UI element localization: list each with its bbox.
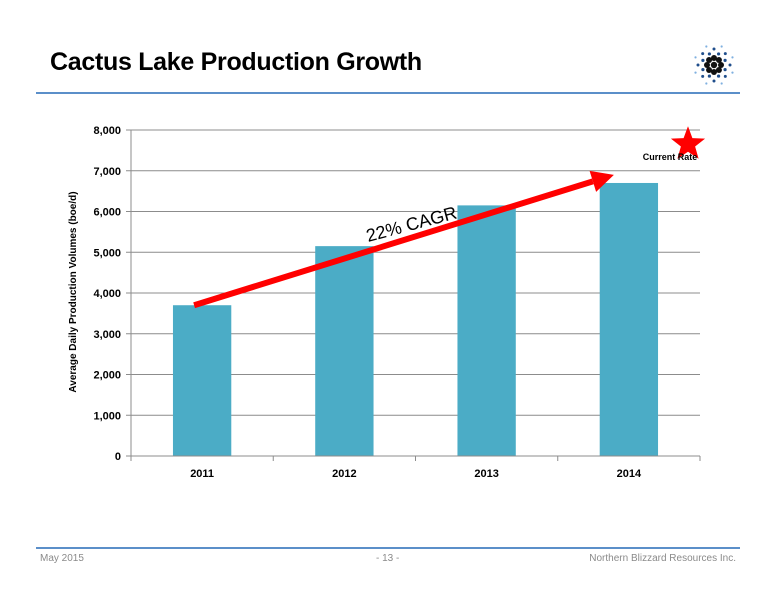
- logo-dot: [715, 66, 722, 73]
- logo-dot: [711, 69, 717, 75]
- logo-dot: [712, 47, 716, 51]
- logo-dot: [731, 56, 734, 59]
- x-tick-label: 2011: [190, 468, 214, 480]
- footer-divider: [36, 547, 740, 549]
- star-icon: [670, 126, 706, 159]
- logo-dot: [723, 67, 727, 72]
- footer-company: Northern Blizzard Resources Inc.: [589, 553, 736, 564]
- logo-dot: [731, 71, 734, 74]
- logo-dot: [720, 45, 723, 48]
- logo-dot: [716, 74, 721, 78]
- y-tick-label: 3,000: [93, 329, 121, 341]
- logo-dot: [707, 74, 712, 78]
- bar-2013: [457, 205, 516, 456]
- logo-dot: [701, 67, 705, 72]
- y-tick-label: 7,000: [93, 166, 121, 178]
- logo-dot: [707, 52, 712, 56]
- y-tick-label: 6,000: [93, 207, 121, 219]
- footer-date: May 2015: [40, 553, 84, 564]
- y-axis-label: Average Daily Production Volumes (boe/d): [68, 191, 79, 392]
- y-tick-label: 1,000: [93, 410, 121, 422]
- snowflake-logo-icon: [694, 45, 734, 85]
- x-tick-label: 2012: [332, 468, 356, 480]
- logo-dot: [705, 82, 708, 85]
- x-tick-label: 2013: [474, 468, 498, 480]
- bar-2011: [172, 305, 232, 456]
- logo-dot: [701, 58, 705, 63]
- footer-page-number: - 13 -: [376, 553, 400, 564]
- x-tick-label: 2014: [617, 468, 642, 480]
- logo-dot: [728, 63, 732, 67]
- logo-dot: [723, 74, 727, 78]
- logo-dot: [712, 79, 716, 83]
- current-rate-label: Current Rate: [643, 152, 698, 162]
- page-title: Cactus Lake Production Growth: [50, 48, 422, 76]
- logo-dot: [706, 57, 713, 64]
- logo-dot: [716, 52, 721, 56]
- bar-2014: [599, 182, 659, 456]
- logo-dot: [710, 61, 718, 69]
- y-tick-label: 2,000: [93, 370, 121, 382]
- growth-arrow-head: [589, 170, 614, 192]
- logo-dot: [694, 56, 697, 59]
- y-tick-label: 5,000: [93, 247, 121, 259]
- y-tick-label: 8,000: [93, 125, 121, 137]
- logo-dot: [723, 52, 727, 56]
- y-tick-label: 0: [115, 451, 121, 463]
- logo-dot: [723, 58, 727, 63]
- logo-dot: [701, 52, 705, 56]
- logo-dot: [704, 62, 710, 68]
- logo-dot: [718, 62, 724, 68]
- logo-dot: [711, 55, 717, 61]
- logo-dot: [701, 74, 705, 78]
- title-divider: [36, 92, 740, 94]
- bar-2012: [315, 246, 374, 456]
- logo-dot: [715, 57, 722, 64]
- logo-dot: [696, 63, 700, 67]
- logo-dot: [706, 66, 713, 73]
- logo-dot: [694, 71, 697, 74]
- y-tick-label: 4,000: [93, 288, 121, 300]
- logo-dot: [720, 82, 723, 85]
- growth-arrow: [193, 178, 594, 309]
- logo-dot: [705, 45, 708, 48]
